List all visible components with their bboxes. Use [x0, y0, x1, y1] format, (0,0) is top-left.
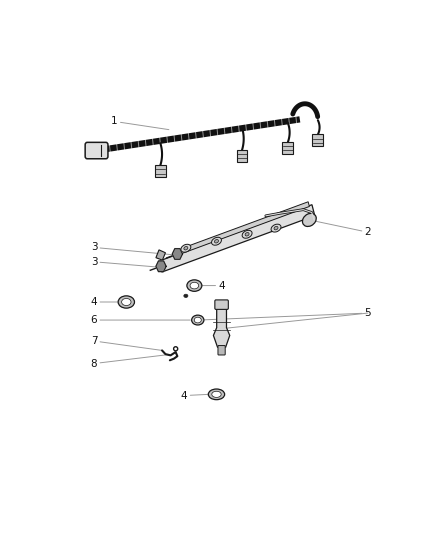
Text: 2: 2: [309, 220, 371, 237]
Ellipse shape: [242, 230, 251, 238]
Polygon shape: [159, 205, 314, 272]
Ellipse shape: [208, 389, 224, 400]
Polygon shape: [155, 250, 165, 260]
Ellipse shape: [244, 232, 248, 236]
Text: 3: 3: [91, 243, 173, 255]
Ellipse shape: [180, 244, 191, 252]
Ellipse shape: [302, 213, 315, 227]
Ellipse shape: [270, 224, 280, 232]
Ellipse shape: [214, 239, 218, 243]
FancyBboxPatch shape: [214, 300, 228, 309]
Polygon shape: [155, 261, 166, 272]
Text: 4: 4: [180, 391, 208, 401]
Ellipse shape: [118, 296, 134, 308]
FancyBboxPatch shape: [282, 142, 293, 154]
Ellipse shape: [273, 227, 277, 230]
Text: 6: 6: [91, 315, 190, 325]
Polygon shape: [213, 308, 229, 347]
FancyBboxPatch shape: [236, 150, 247, 162]
Text: 7: 7: [91, 336, 162, 350]
FancyBboxPatch shape: [312, 134, 322, 147]
Ellipse shape: [187, 280, 201, 292]
Polygon shape: [172, 249, 182, 260]
Ellipse shape: [184, 246, 187, 250]
Ellipse shape: [194, 317, 201, 323]
Ellipse shape: [211, 237, 221, 245]
Text: 8: 8: [91, 354, 169, 368]
Ellipse shape: [121, 298, 131, 305]
FancyBboxPatch shape: [218, 345, 225, 355]
Text: 3: 3: [91, 257, 158, 267]
FancyBboxPatch shape: [85, 142, 108, 159]
Ellipse shape: [184, 294, 187, 297]
Text: 4: 4: [201, 280, 224, 290]
Ellipse shape: [190, 282, 198, 289]
Text: 5: 5: [198, 308, 371, 320]
Text: 4: 4: [91, 297, 119, 307]
Ellipse shape: [211, 391, 221, 398]
Ellipse shape: [191, 315, 203, 325]
Text: 1: 1: [111, 116, 169, 130]
Polygon shape: [178, 202, 309, 254]
FancyBboxPatch shape: [155, 165, 166, 177]
